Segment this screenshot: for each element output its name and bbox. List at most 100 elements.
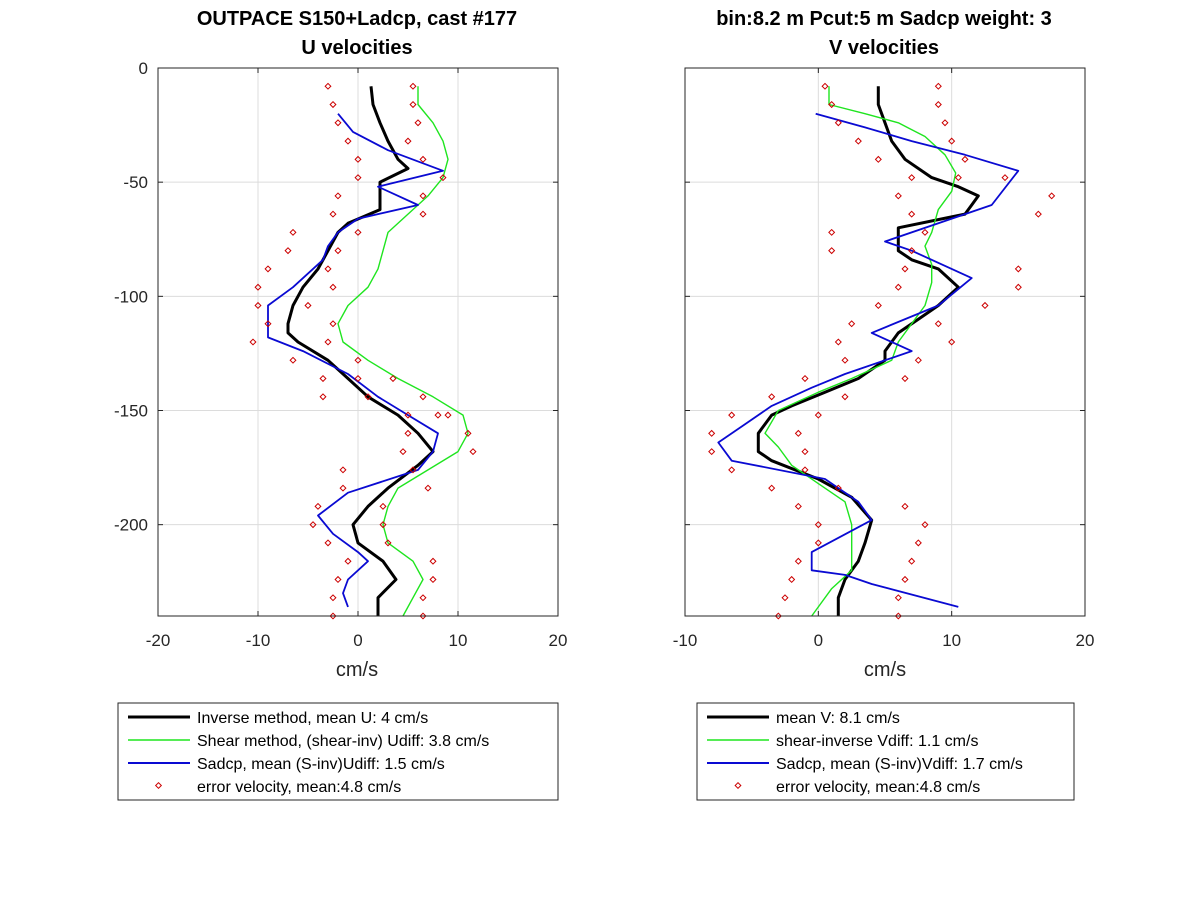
v-error-velocity-point [1048,192,1056,200]
u-error-velocity-point [324,265,332,273]
u-error-velocity-point [334,192,342,200]
u-error-velocity-point [284,247,292,255]
v-error-velocity-point [908,210,916,218]
v-error-velocity-point [814,411,822,419]
u-error-velocity-point [339,484,347,492]
v-x-tick-label: -10 [673,631,698,650]
v-error-velocity-point [841,356,849,364]
u-error-velocity-point [409,100,417,109]
u-error-velocity-point [409,466,417,474]
u-error-velocity-point [254,301,262,310]
u-velocity-panel: OUTPACE S150+Ladcp, cast #177 U velociti… [114,8,567,801]
u-error-velocity-point [334,247,342,255]
u-error-velocity-point [329,594,337,602]
u-error-velocity-point [419,594,427,602]
u-error-velocity-point [439,174,447,182]
u-error-velocity-point [344,137,352,145]
v-error-velocity-point [934,82,942,90]
v-legend-box [696,702,1075,801]
u-error-velocity-point [364,393,372,401]
u-error-velocity-point [419,192,427,200]
v-error-velocity-point [708,448,716,456]
u-error-velocity-point [469,448,477,456]
u-error-velocity-point [419,393,427,401]
v-error-velocity-point [914,539,922,547]
v-error-velocity-point [1014,265,1022,273]
v-error-velocity-point [981,301,989,310]
v-error-velocity-point [794,502,802,510]
u-error-velocity-point [329,612,337,620]
u-error-velocity-point [289,356,297,364]
u-chart-title: OUTPACE S150+Ladcp, cast #177 [197,8,517,30]
u-error-velocity-point [429,557,437,565]
u-error-velocity-point [404,137,412,145]
u-error-velocity-point [329,100,337,109]
v-error-velocity-point [894,283,902,291]
u-chart-subtitle: U velocities [301,37,412,59]
v-error-velocity-point [941,119,949,127]
u-error-velocity-point [429,575,437,584]
v-chart-title: bin:8.2 m Pcut:5 m Sadcp weight: 3 [716,8,1052,30]
v-error-velocity-point [794,557,802,565]
u-legend-label-shear: Shear method, (shear-inv) Udiff: 3.8 cm/… [197,733,489,750]
u-x-tick-label: 10 [449,631,468,650]
u-error-velocity-point [339,466,347,474]
v-error-velocity-point [921,228,929,236]
v-error-velocity-point [834,338,842,346]
u-error-velocity-point [404,429,412,437]
u-error-velocity-point [379,521,387,529]
u-x-tick-label: -10 [246,631,271,650]
v-legend: mean V: 8.1 cm/s shear-inverse Vdiff: 1.… [696,702,1075,801]
u-error-velocity-point [324,338,332,346]
u-error-velocity-point [264,265,272,273]
v-error-velocity-point [934,100,942,109]
v-legend-swatch-error [734,781,742,790]
v-error-velocity-point [901,265,909,273]
u-y-tick-label: -50 [123,173,148,192]
v-error-velocity-point [948,338,956,346]
u-error-velocity-point [324,82,332,90]
v-error-velocity-point [894,612,902,620]
v-error-velocity-point [728,466,736,474]
u-error-velocity-point [354,155,362,163]
v-error-velocity-point [1014,283,1022,291]
u-error-velocity-point [289,228,297,236]
u-error-velocity-point [314,502,322,510]
u-legend-box [117,702,559,801]
v-error-velocity-point [828,247,836,255]
v-error-velocity-point [768,393,776,401]
u-x-tick-label: -20 [146,631,171,650]
v-error-velocity-point [841,393,849,401]
v-error-velocity-point [908,247,916,255]
v-error-velocity-point [848,320,856,328]
u-error-velocity-point [254,283,262,291]
u-error-velocity-point [329,283,337,291]
u-legend-label-inverse: Inverse method, mean U: 4 cm/s [197,710,428,727]
u-series-group [249,82,477,620]
v-error-velocity-point [908,174,916,182]
u-error-velocity-point [389,374,397,383]
u-y-tick-label: -150 [114,402,148,421]
u-gridlines [158,68,558,616]
u-error-velocity-point [419,612,427,620]
v-error-velocity-point [801,448,809,456]
v-error-velocity-point [934,320,942,328]
u-tick-labels: -20 -10 0 10 200-50-100-150-200 [114,59,567,650]
v-error-velocity-point [708,429,716,437]
u-y-tick-label: 0 [139,59,148,78]
v-error-velocity-point [828,100,836,109]
v-error-velocity-point [728,411,736,419]
u-shear-line [337,86,469,617]
v-velocity-panel: bin:8.2 m Pcut:5 m Sadcp weight: 3 V vel… [673,8,1095,801]
v-error-velocity-point [908,557,916,565]
v-error-velocity-point [901,502,909,510]
u-error-velocity-point [399,448,407,456]
v-x-tick-label: 20 [1076,631,1095,650]
v-chart-subtitle: V velocities [829,37,939,59]
u-sadcp-line [267,113,444,608]
v-error-velocity-point [901,575,909,584]
v-error-velocity-point [1034,210,1042,218]
u-error-velocity-point [264,320,272,328]
u-error-velocity-point [354,374,362,383]
